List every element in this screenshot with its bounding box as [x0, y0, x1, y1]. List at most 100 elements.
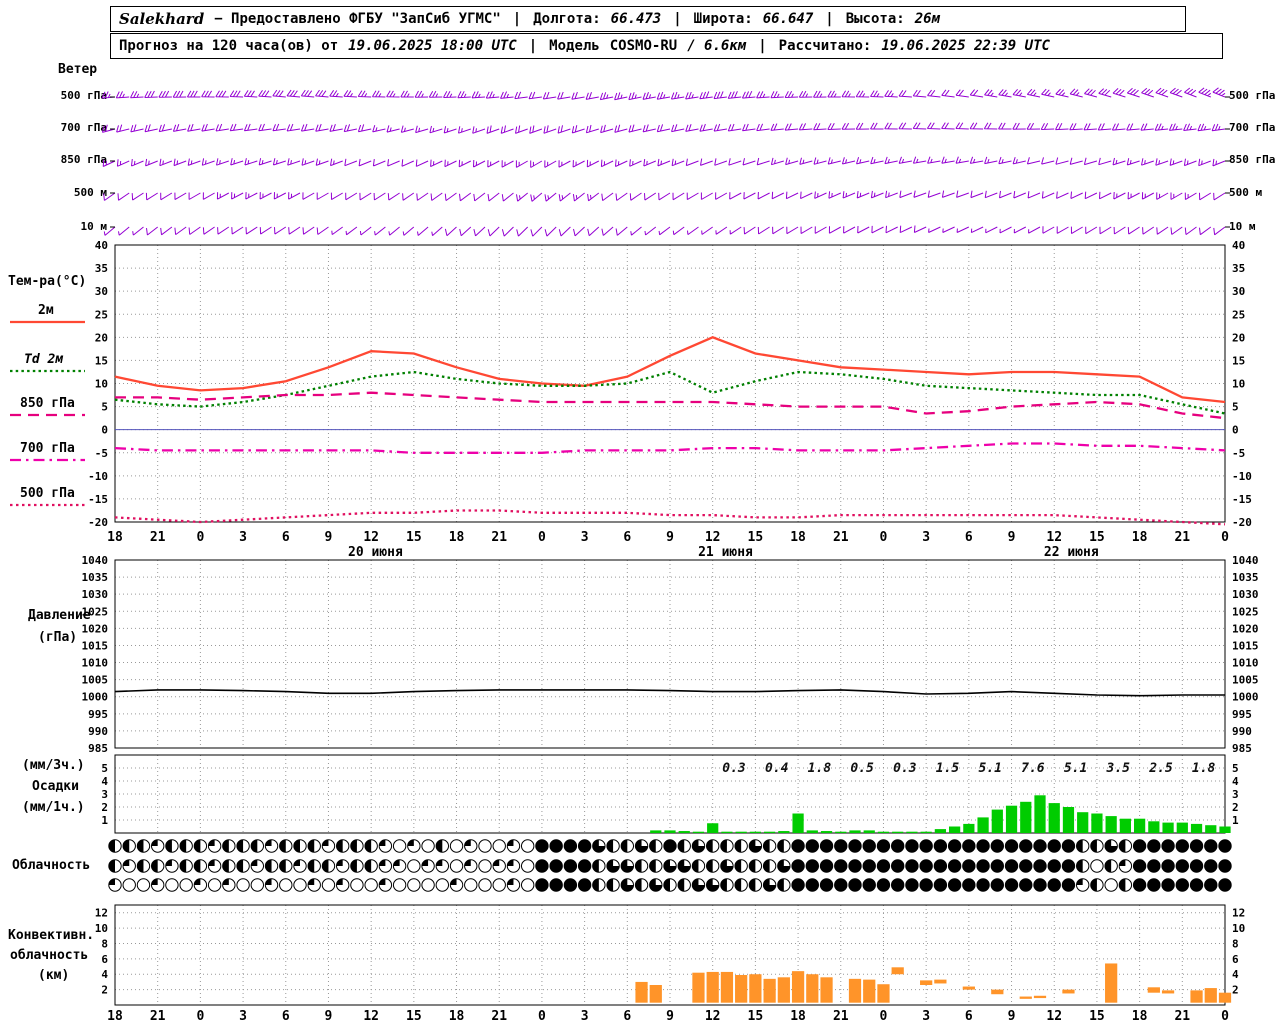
x-hour-label: 6 — [282, 530, 290, 545]
cloud-fill — [1119, 839, 1126, 853]
cloud-circle — [791, 839, 805, 853]
precip-bar — [792, 813, 804, 833]
cloud-fill — [606, 839, 614, 853]
cloud-panel-title: Облачность — [12, 858, 91, 873]
cloud-fill — [507, 878, 514, 885]
cloud-fill — [151, 859, 158, 873]
cloud-circle — [834, 859, 848, 873]
cloud-circle — [435, 878, 450, 892]
wind-barb-row-500 гПа — [101, 87, 1226, 101]
wind-level-label: 500 м — [73, 186, 107, 199]
x-hour-label-bottom: 9 — [325, 1009, 333, 1024]
x-hour-label: 0 — [1221, 530, 1229, 545]
cloud-circle — [478, 839, 492, 853]
cloud-fill — [251, 839, 258, 853]
cloud-circle — [976, 878, 990, 892]
conv-bar — [777, 977, 790, 1003]
conv-hgrid — [115, 912, 1225, 991]
precip-bar — [1205, 825, 1217, 833]
cloud-circle — [1132, 859, 1147, 873]
conv-bar — [920, 980, 933, 985]
conv-bar — [820, 977, 833, 1003]
pressure-ytick-right: 1040 — [1232, 554, 1259, 567]
x-hour-label: 9 — [1008, 530, 1016, 545]
conv-bar — [1019, 996, 1032, 999]
cloud-circle — [520, 878, 535, 892]
cloud-fill — [777, 859, 791, 873]
pressure-ytick-left: 1005 — [82, 674, 109, 687]
x-hour-label: 9 — [666, 530, 674, 545]
precip-bar — [1034, 795, 1046, 833]
temp-ytick-left: 20 — [95, 331, 108, 344]
wind-level-label-right: 500 гПа — [1229, 89, 1276, 102]
cloud-circle — [947, 839, 962, 853]
cloud-fill — [379, 878, 386, 885]
cloud-circle — [1004, 859, 1019, 873]
precip-bar — [1119, 818, 1131, 833]
temp-ytick-left: -10 — [88, 470, 108, 483]
conv-ytick-left: 8 — [101, 937, 108, 950]
separator: | — [758, 38, 767, 54]
model-resolution: / 6.6км — [687, 38, 747, 54]
cloud-circle — [520, 839, 535, 853]
temp-ytick-left: 10 — [95, 378, 108, 391]
x-hour-label: 21 — [1174, 530, 1190, 545]
cloud-circle — [1132, 839, 1147, 853]
x-hour-label: 3 — [581, 530, 589, 545]
conv-bar — [649, 985, 662, 1003]
legend-500: 500 гПа — [20, 486, 75, 501]
cloud-circle — [933, 839, 948, 853]
wind-level-label: 700 гПа — [60, 121, 107, 134]
pressure-ytick-left: 985 — [88, 742, 108, 755]
latitude-value: 66.647 — [762, 11, 814, 27]
precip-bar — [764, 831, 776, 833]
pressure-ytick-left: 1035 — [82, 571, 109, 584]
wind-level-label-right: 850 гПа — [1229, 153, 1276, 166]
cloud-fill — [678, 878, 685, 892]
precip-bar — [1091, 813, 1103, 833]
cloud-fill — [265, 878, 272, 885]
x-hour-label-bottom: 15 — [406, 1009, 422, 1024]
cloud-circle — [1132, 878, 1147, 892]
longitude-value: 66.473 — [610, 11, 662, 27]
precip-bar — [977, 817, 989, 833]
cloud-fill — [777, 878, 784, 892]
cloud-circle — [962, 878, 976, 892]
precip-bar — [1190, 823, 1203, 833]
cloud-circle — [1019, 839, 1033, 853]
precip-ytick-right: 5 — [1232, 762, 1239, 775]
cloud-circle — [1175, 878, 1190, 892]
precip-bar — [820, 831, 833, 833]
x-hour-label-bottom: 3 — [581, 1009, 589, 1024]
separator: | — [673, 11, 682, 27]
pressure-ytick-right: 1005 — [1232, 674, 1259, 687]
x-hour-label-bottom: 6 — [282, 1009, 290, 1024]
cloud-fill — [621, 839, 628, 853]
cloud-circle — [464, 878, 478, 892]
calc-label: Рассчитано: — [778, 38, 872, 54]
conv-bar — [735, 975, 748, 1003]
cloud-fill — [706, 859, 713, 873]
precip-bar — [1176, 822, 1188, 833]
pressure-ytick-right: 985 — [1232, 742, 1252, 755]
cloud-circle — [919, 878, 933, 892]
cloud-fill — [137, 859, 144, 873]
conv-bar — [1218, 992, 1232, 1003]
separator: | — [825, 11, 834, 27]
precip-bar — [707, 823, 719, 833]
conv-bar — [791, 971, 805, 1003]
cloud-circle — [577, 878, 592, 892]
temp-frame — [114, 244, 1226, 523]
calc-time: 19.06.2025 22:39 UTC — [881, 38, 1050, 54]
pressure-ytick-left: 995 — [88, 708, 108, 721]
cloud-circle — [449, 859, 464, 873]
cloud-fill — [293, 859, 300, 866]
conv-bar — [1147, 987, 1160, 993]
cloud-fill — [1119, 878, 1126, 892]
precip-bar — [721, 831, 733, 833]
pressure-ytick-right: 990 — [1232, 725, 1252, 738]
cloud-circle — [834, 878, 848, 892]
altitude-value: 26м — [914, 11, 941, 27]
wind-barb-row-850 гПа — [102, 156, 1226, 168]
cloud-circle — [407, 859, 421, 873]
